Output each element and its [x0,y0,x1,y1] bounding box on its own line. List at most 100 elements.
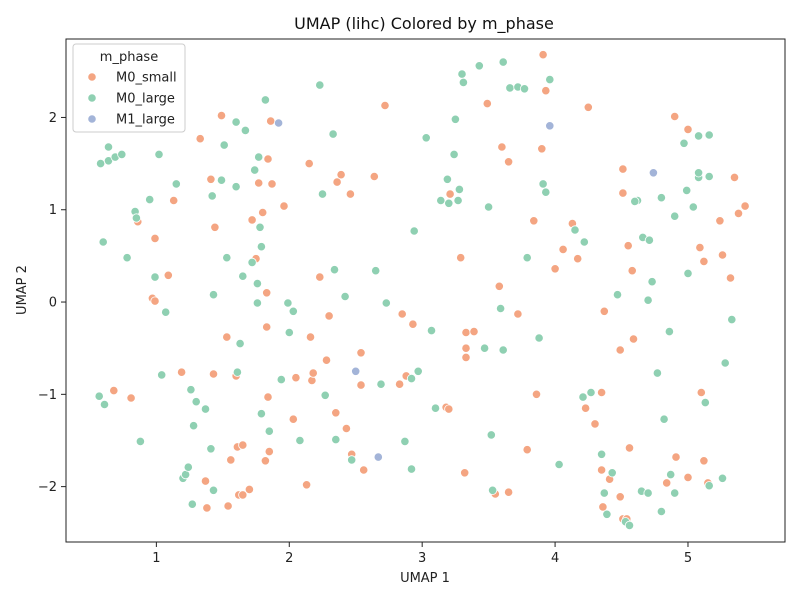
legend-label-m1-large: M1_large [116,113,175,128]
point-m0-large-118 [656,193,667,203]
point-m0-large-55 [317,189,328,199]
point-m0-large-88 [498,57,508,67]
point-m0-small-60 [397,309,407,319]
point-m0-large-35 [232,367,242,377]
point-m1-large-2 [373,452,383,462]
legend-box [72,43,186,133]
point-m0-large-48 [264,426,274,436]
point-m0-small-41 [304,159,314,169]
point-m0-large-63 [376,379,386,389]
point-m0-small-34 [264,446,274,457]
plot-frame [65,38,786,543]
point-m0-large-51 [284,327,294,338]
point-m0-small-122 [740,201,750,211]
point-m0-large-116 [647,277,657,287]
point-m0-small-16 [222,332,232,342]
point-m0-small-12 [206,174,216,184]
x-tick-label-3: 3 [418,551,426,566]
point-m0-large-64 [381,298,391,308]
point-m0-large-69 [413,366,423,376]
point-m0-large-139 [630,196,640,206]
point-m0-small-58 [380,100,390,111]
point-m0-large-137 [727,314,737,325]
point-m0-large-52 [288,306,298,316]
point-m0-small-83 [538,50,548,60]
point-m0-small-86 [558,244,568,254]
point-m0-small-28 [258,207,268,218]
point-m0-small-95 [599,306,609,316]
point-m0-small-22 [238,440,248,450]
point-m0-small-65 [445,189,455,199]
y-tick-label-1: 1 [49,203,57,218]
point-m0-large-104 [599,488,609,498]
x-tick-label-5: 5 [684,551,692,566]
point-m0-small-78 [513,309,523,319]
point-m0-small-43 [307,375,317,386]
point-m0-large-84 [483,202,494,212]
point-m0-small-33 [263,392,273,402]
point-m0-small-8 [177,367,187,377]
point-m0-large-106 [607,468,617,478]
point-m0-small-77 [503,487,514,497]
point-m0-small-32 [263,154,273,164]
point-m0-large-75 [444,198,454,208]
point-m0-small-23 [238,490,248,500]
point-m0-large-12 [145,195,155,205]
legend-title: m_phase [100,50,158,65]
point-m0-large-49 [276,374,286,385]
point-m0-large-78 [453,195,463,206]
point-m0-small-118 [717,250,728,260]
point-m0-large-45 [256,242,266,252]
point-m0-small-105 [627,266,637,276]
y-tick-label-2: 2 [49,111,57,126]
point-m0-large-39 [247,257,257,267]
point-m0-large-24 [191,397,201,407]
point-m0-small-107 [662,478,672,488]
point-m0-small-75 [497,142,507,152]
point-m0-small-35 [266,116,276,126]
x-tick-label-4: 4 [551,551,559,566]
point-m0-small-24 [244,484,254,494]
point-m0-large-99 [570,225,580,235]
point-m0-large-119 [656,506,667,517]
point-m0-small-44 [308,368,318,378]
point-m0-small-110 [683,124,693,134]
point-m0-large-22 [187,499,197,509]
point-m0-small-13 [208,369,219,379]
point-m0-large-132 [704,171,714,182]
legend-marker-m0-small [87,72,97,82]
point-m0-large-16 [161,307,171,317]
point-m0-large-74 [442,174,452,184]
point-m0-small-74 [494,281,504,291]
legend-marker-m0-large [87,93,97,103]
point-m0-large-60 [340,291,350,302]
point-m0-large-44 [255,222,265,232]
point-m0-small-108 [670,111,680,122]
point-m0-small-79 [522,445,532,455]
point-m0-small-11 [202,503,212,513]
point-m0-large-96 [541,187,551,197]
x-tick-label-1: 1 [152,551,160,566]
point-m0-large-37 [238,271,248,281]
point-m0-large-101 [579,237,589,247]
y-tick-label--2: −2 [38,480,57,495]
point-m0-large-38 [240,125,250,135]
point-m0-small-50 [336,170,346,180]
point-m0-large-105 [602,509,612,519]
point-m0-large-31 [219,140,229,150]
point-m0-large-113 [643,295,653,305]
point-m0-large-26 [206,444,216,454]
point-m0-large-120 [659,414,669,424]
x-axis-ticks: 1 2 3 4 5 [152,542,692,566]
point-m0-small-17 [223,501,233,511]
point-m0-large-34 [231,182,241,192]
point-m0-large-124 [679,138,689,148]
y-axis-label: UMAP 2 [15,265,30,315]
point-m0-small-93 [596,465,607,475]
point-m0-large-28 [208,485,219,495]
point-m0-large-125 [682,185,692,195]
point-m0-small-94 [598,502,608,512]
point-m1-large-4 [648,168,659,178]
point-m0-large-1 [96,159,106,169]
point-m0-large-115 [644,235,655,245]
